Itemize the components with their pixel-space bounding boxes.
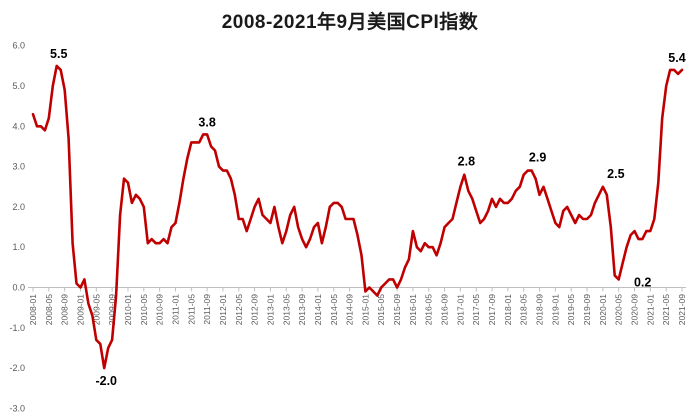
x-tick-label: 2020-05 bbox=[614, 294, 624, 325]
x-tick-label: 2017-01 bbox=[455, 294, 465, 325]
x-tick-label: 2016-09 bbox=[440, 294, 450, 325]
x-axis bbox=[28, 287, 686, 292]
x-tick-label: 2021-09 bbox=[677, 294, 687, 325]
y-axis-labels: 6.0 5.0 4.0 3.0 2.0 1.0 0.0 -1.0 -2.0 -3.0 bbox=[9, 41, 25, 414]
x-tick-label: 2009-05 bbox=[91, 294, 101, 325]
y-tick-label: 2.0 bbox=[12, 202, 25, 212]
x-tick-label: 2013-01 bbox=[265, 294, 275, 325]
x-tick-label: 2011-01 bbox=[170, 294, 180, 325]
x-tick-label: 2014-05 bbox=[329, 294, 339, 325]
point-label-0.2: 0.2 bbox=[634, 275, 651, 289]
y-tick-label: 1.0 bbox=[12, 242, 25, 252]
x-tick-label: 2008-05 bbox=[44, 294, 54, 325]
x-tick-label: 2014-09 bbox=[345, 294, 355, 325]
point-label-5.4: 5.4 bbox=[668, 51, 685, 65]
x-tick-label: 2012-01 bbox=[218, 294, 228, 325]
x-tick-label: 2009-09 bbox=[107, 294, 117, 325]
point-labels: 5.5 -2.0 3.8 2.8 2.9 2.5 0.2 5.4 bbox=[50, 47, 686, 388]
x-tick-label: 2016-01 bbox=[408, 294, 418, 325]
point-label-2.8: 2.8 bbox=[458, 155, 475, 169]
x-tick-label: 2017-05 bbox=[471, 294, 481, 325]
y-tick-label: 0.0 bbox=[12, 283, 25, 293]
y-tick-label: 6.0 bbox=[12, 41, 25, 51]
x-tick-label: 2015-01 bbox=[360, 294, 370, 325]
x-tick-label: 2008-09 bbox=[60, 294, 70, 325]
chart-title: 2008-2021年9月美国CPI指数 bbox=[221, 12, 479, 33]
x-tick-label: 2011-05 bbox=[186, 294, 196, 325]
point-label-2.5: 2.5 bbox=[607, 167, 624, 181]
x-tick-label: 2015-05 bbox=[376, 294, 386, 325]
point-label-2.9: 2.9 bbox=[529, 151, 546, 165]
y-tick-label: 5.0 bbox=[12, 81, 25, 91]
x-tick-label: 2018-01 bbox=[503, 294, 513, 325]
x-tick-label: 2008-01 bbox=[28, 294, 38, 325]
x-tick-label: 2010-05 bbox=[139, 294, 149, 325]
x-tick-label: 2021-05 bbox=[661, 294, 671, 325]
y-tick-label: -1.0 bbox=[9, 323, 25, 333]
y-tick-label: 3.0 bbox=[12, 162, 25, 172]
x-tick-label: 2012-09 bbox=[250, 294, 260, 325]
x-tick-label: 2021-01 bbox=[645, 294, 655, 325]
x-tick-label: 2016-05 bbox=[424, 294, 434, 325]
x-tick-label: 2010-09 bbox=[155, 294, 165, 325]
x-tick-label: 2015-09 bbox=[392, 294, 402, 325]
point-label-3.8: 3.8 bbox=[198, 115, 215, 129]
x-tick-label: 2019-05 bbox=[566, 294, 576, 325]
cpi-series-polyline bbox=[31, 64, 684, 370]
x-tick-label: 2014-01 bbox=[313, 294, 323, 325]
y-tick-label: -3.0 bbox=[9, 403, 25, 413]
x-tick-label: 2009-01 bbox=[75, 294, 85, 325]
x-axis-labels: 2008-01 2008-05 2008-09 2009-01 2009-05 2009-… bbox=[28, 294, 687, 325]
x-tick-label: 2018-05 bbox=[519, 294, 529, 325]
x-tick-label: 2019-09 bbox=[582, 294, 592, 325]
x-tick-label: 2013-05 bbox=[281, 294, 291, 325]
y-tick-label: -2.0 bbox=[9, 363, 25, 373]
x-tick-label: 2020-09 bbox=[630, 294, 640, 325]
point-label-5.5: 5.5 bbox=[50, 47, 67, 61]
y-tick-label: 4.0 bbox=[12, 121, 25, 131]
x-tick-label: 2011-09 bbox=[202, 294, 212, 325]
x-tick-label: 2018-09 bbox=[535, 294, 545, 325]
x-tick-label: 2012-05 bbox=[234, 294, 244, 325]
x-tick-label: 2019-01 bbox=[550, 294, 560, 325]
x-tick-label: 2020-01 bbox=[598, 294, 608, 325]
x-tick-label: 2013-09 bbox=[297, 294, 307, 325]
point-label--2.0: -2.0 bbox=[95, 374, 117, 388]
x-tick-label: 2017-09 bbox=[487, 294, 497, 325]
x-tick-label: 2010-01 bbox=[123, 294, 133, 325]
series-line bbox=[31, 64, 684, 370]
